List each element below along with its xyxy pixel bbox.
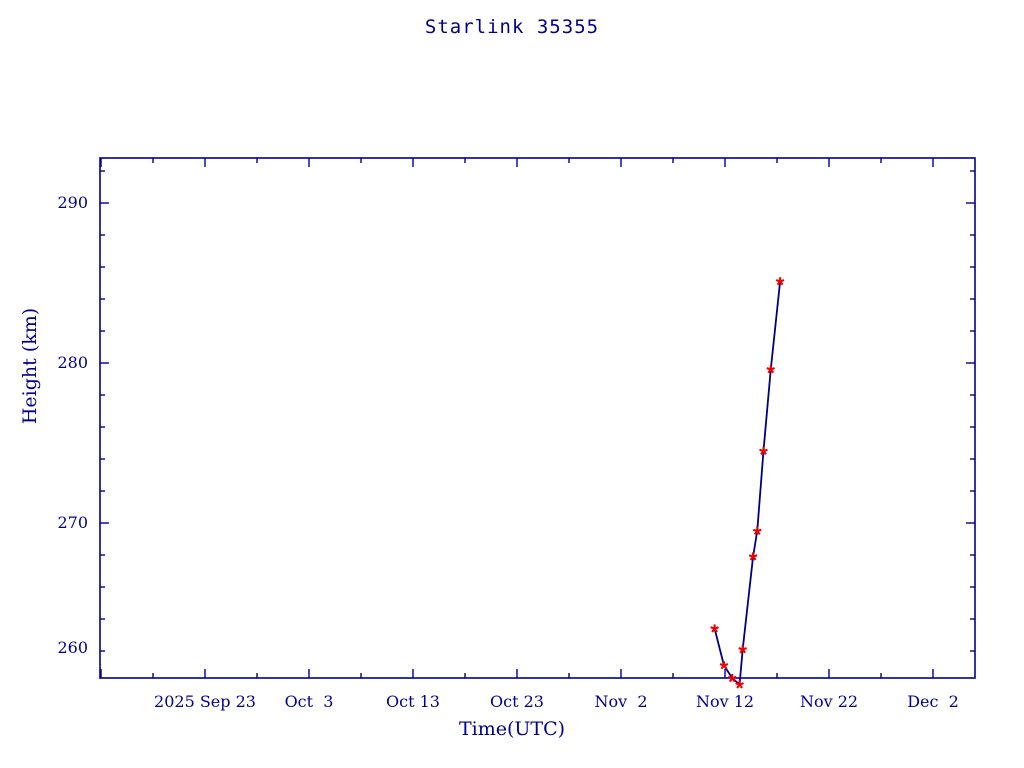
data-point-marker: [735, 680, 744, 689]
data-point-marker: [775, 277, 785, 286]
data-point-marker: [727, 674, 737, 683]
data-markers: [710, 277, 785, 689]
x-tick-label: Nov 22: [799, 692, 859, 711]
data-point-marker: [710, 624, 719, 633]
data-point-marker: [748, 552, 758, 561]
x-tick-label: Dec 2: [907, 692, 959, 711]
data-point-marker: [752, 526, 762, 536]
x-tick-label: Oct 23: [490, 692, 544, 711]
y-tick-label: 280: [57, 353, 88, 372]
data-series-height: [713, 280, 782, 686]
x-tick-label: Oct 3: [284, 692, 334, 711]
axis-frame: [99, 157, 976, 679]
chart-title: Starlink 35355: [424, 16, 600, 38]
x-tick-label: Nov 2: [594, 692, 648, 711]
data-point-marker: [766, 365, 776, 374]
data-point-marker: [738, 645, 747, 654]
y-tick-label: 270: [57, 513, 88, 532]
data-point-marker: [759, 446, 768, 456]
x-axis-title: Time(UTC): [458, 718, 566, 740]
x-tick-label: Nov 12: [695, 692, 755, 711]
x-tick-label: Oct 13: [386, 692, 440, 711]
axis-ticks: [100, 158, 975, 678]
y-tick-label: 290: [57, 193, 88, 212]
data-point-marker: [719, 661, 729, 670]
y-tick-label: 260: [57, 638, 88, 657]
x-tick-label: 2025 Sep 23: [154, 692, 256, 711]
